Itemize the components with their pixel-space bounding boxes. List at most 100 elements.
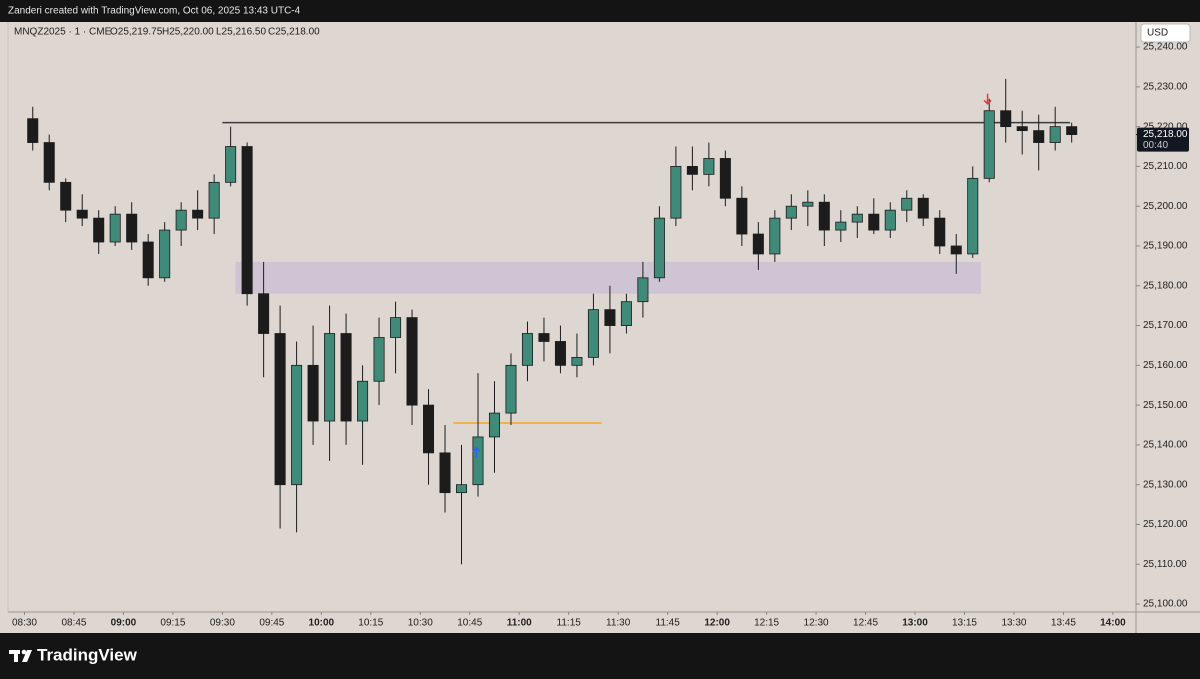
candle-body [126, 213, 138, 243]
bottom-bar [0, 633, 1200, 679]
candle-body [340, 333, 352, 422]
candle-body [686, 166, 698, 175]
candle-body [967, 177, 979, 255]
x-tick-label: 12:00 [704, 618, 730, 629]
x-tick-label: 14:00 [1100, 618, 1126, 629]
x-tick-label: 13:30 [1001, 618, 1026, 629]
signal-arrow [983, 93, 992, 105]
y-tick-label: 25,150.00 [1143, 400, 1188, 411]
y-tick-label: 25,120.00 [1143, 519, 1188, 530]
last-price-label: 25,218.00 [1143, 129, 1188, 140]
y-tick-label: 25,210.00 [1143, 161, 1188, 172]
candle-body [472, 436, 484, 486]
candle-body [785, 205, 797, 219]
candle-body [60, 181, 72, 211]
candle-body [1049, 126, 1061, 143]
candle-body [637, 277, 649, 303]
candle-body [159, 229, 171, 279]
chart-bg [0, 22, 1200, 633]
candle-body [851, 213, 863, 223]
candle-body [604, 309, 616, 326]
candle-body [439, 452, 451, 494]
y-tick-label: 25,160.00 [1143, 360, 1188, 371]
legend-low: L25,216.50 [216, 27, 266, 38]
y-tick-label: 25,140.00 [1143, 440, 1188, 451]
candle-body [142, 241, 154, 279]
x-tick-label: 10:00 [309, 618, 335, 629]
candle-body [373, 337, 385, 382]
x-tick-label: 11:00 [507, 618, 532, 629]
candle-body [752, 233, 764, 255]
candle-body [423, 404, 435, 454]
legend-open: O25,219.75 [110, 27, 163, 38]
x-tick-label: 10:30 [408, 618, 433, 629]
x-tick-label: 11:30 [606, 618, 631, 629]
candle-body [653, 217, 665, 279]
x-tick-label: 11:15 [557, 618, 582, 629]
candle-body [192, 209, 204, 219]
candle-body [950, 245, 962, 255]
y-tick-label: 25,130.00 [1143, 479, 1188, 490]
x-tick-label: 12:15 [754, 618, 779, 629]
candle-body [868, 213, 880, 231]
candle-body [983, 110, 995, 179]
candle-body [208, 181, 220, 219]
legend-high: H25,220.00 [162, 27, 214, 38]
candle-body [884, 209, 896, 231]
candle-body [76, 209, 88, 219]
candle-body [488, 412, 501, 438]
candle-body [818, 201, 830, 231]
candle-body [554, 341, 566, 366]
candle-body [175, 209, 187, 231]
x-tick-label: 13:15 [952, 618, 977, 629]
candle-body [587, 309, 599, 358]
candle-body [1016, 126, 1028, 132]
candle-body [27, 118, 39, 143]
currency-box[interactable] [1140, 23, 1191, 43]
candle-body [538, 333, 550, 342]
x-tick-label: 09:15 [160, 618, 185, 629]
candle-body [505, 364, 517, 414]
candle-body [258, 293, 270, 334]
candle-body [357, 380, 369, 422]
candle-body [934, 217, 946, 247]
logo [9, 649, 32, 662]
candle-body [802, 201, 814, 207]
x-tick-label: 13:45 [1051, 618, 1076, 629]
zone [235, 261, 981, 294]
candle-body [406, 317, 418, 406]
candle-body [274, 333, 286, 486]
candle-body [307, 364, 319, 422]
x-tick-label: 09:00 [111, 618, 137, 629]
x-tick-label: 08:45 [61, 618, 86, 629]
candle-body [835, 221, 847, 231]
candle-body [291, 364, 303, 486]
y-tick-label: 25,180.00 [1143, 280, 1188, 291]
candle-body [901, 197, 913, 211]
y-tick-label: 25,230.00 [1143, 81, 1188, 92]
candle-body [719, 158, 731, 199]
candle-body [769, 217, 781, 255]
y-tick-label: 25,100.00 [1143, 599, 1188, 610]
candle-body [703, 158, 715, 175]
x-tick-label: 12:45 [853, 618, 878, 629]
candle-body [390, 317, 402, 338]
x-tick-label: 12:30 [804, 618, 829, 629]
candle-body [1066, 126, 1078, 135]
signal-arrow [472, 446, 481, 458]
countdown: 00:40 [1143, 140, 1168, 151]
candle-body [1000, 110, 1012, 128]
last-price-box [1137, 127, 1189, 152]
candle-body [109, 213, 121, 243]
y-tick-label: 25,200.00 [1143, 201, 1188, 212]
candle-body [917, 197, 929, 219]
y-tick-label: 25,220.00 [1143, 121, 1188, 132]
candle-body [620, 301, 632, 326]
header-text: Zanderi created with TradingView.com, Oc… [8, 6, 301, 17]
y-tick-label: 25,240.00 [1143, 42, 1188, 53]
candle-body [43, 142, 55, 183]
top-bar [0, 0, 1200, 22]
candle-body [93, 217, 105, 243]
y-tick-label: 25,110.00 [1143, 559, 1187, 570]
currency[interactable]: USD [1147, 28, 1168, 39]
